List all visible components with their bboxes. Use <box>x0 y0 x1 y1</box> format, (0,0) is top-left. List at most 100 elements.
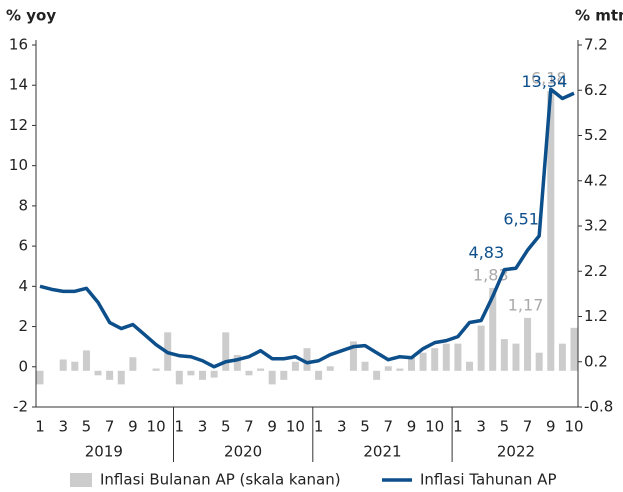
bar <box>466 361 474 371</box>
bar <box>129 357 137 371</box>
year-label: 2020 <box>224 443 262 461</box>
line <box>39 87 575 369</box>
x-tick-label: 9 <box>546 418 556 436</box>
x-tick-label: 1 <box>314 418 324 436</box>
x-tick-label: 3 <box>337 418 347 436</box>
y-tick-label: 0 <box>18 357 28 375</box>
y-tick-label: 2 <box>18 317 28 335</box>
bar <box>442 343 450 371</box>
y2-tick-label: 1.2 <box>584 307 608 325</box>
bar <box>187 370 195 376</box>
x-tick-label: 1 <box>35 418 45 436</box>
bar <box>558 343 566 371</box>
x-tick-label: 7 <box>105 418 115 436</box>
year-label: 2019 <box>85 443 123 461</box>
x-tick-label: 7 <box>383 418 393 436</box>
y2-axis-label: % mtm <box>575 7 623 25</box>
bar <box>477 325 485 371</box>
x-tick-label: 5 <box>82 418 92 436</box>
bar <box>94 370 102 376</box>
line-label: 4,83 <box>469 243 505 262</box>
bar <box>373 370 381 380</box>
line-label: 6,51 <box>503 209 539 228</box>
bar <box>291 361 299 371</box>
bar <box>36 370 44 385</box>
bar <box>361 361 369 371</box>
y-tick-label: 4 <box>18 277 28 295</box>
bar-label: 1,17 <box>508 295 544 314</box>
y2-tick-label: 4.2 <box>584 171 608 189</box>
bar <box>222 332 230 371</box>
bar <box>175 370 183 385</box>
y2-tick-label: 5.2 <box>584 126 608 144</box>
bar <box>257 368 265 371</box>
line-label: 13,34 <box>521 72 567 91</box>
bar <box>210 370 218 378</box>
bar-label: 6,18 <box>531 69 567 88</box>
y-axis-label: % yoy <box>6 7 56 25</box>
legend-label: Inflasi Tahunan AP <box>420 471 557 489</box>
legend-label: Inflasi Bulanan AP (skala kanan) <box>100 471 341 489</box>
bar <box>535 352 543 371</box>
legend-swatch <box>70 473 92 487</box>
x-tick-label: 3 <box>476 418 486 436</box>
x-tick-label: 7 <box>244 418 254 436</box>
bar <box>268 370 276 385</box>
bar <box>419 352 427 371</box>
bar <box>245 370 253 376</box>
y2-tick-label: 2.2 <box>584 262 608 280</box>
x-tick-label: 9 <box>407 418 417 436</box>
y-tick-label: 16 <box>9 36 28 54</box>
x-tick-label: 3 <box>58 418 68 436</box>
x-tick-label: 5 <box>360 418 370 436</box>
y-tick-label: -2 <box>13 398 28 416</box>
x-tick-label: 9 <box>128 418 138 436</box>
bar <box>59 359 67 371</box>
y2-tick-label: 0.2 <box>584 352 608 370</box>
x-tick-label: 5 <box>221 418 231 436</box>
y-tick-label: 10 <box>9 156 28 174</box>
bar <box>489 287 497 371</box>
year-label: 2022 <box>497 443 535 461</box>
x-tick-label: 3 <box>198 418 208 436</box>
bar <box>512 343 520 371</box>
bar <box>384 366 392 371</box>
bar <box>315 370 323 380</box>
bar <box>303 348 311 371</box>
x-tick-label: 5 <box>500 418 510 436</box>
bar <box>500 339 508 371</box>
bar <box>199 370 207 380</box>
bar <box>326 366 334 371</box>
bar <box>233 354 241 371</box>
y2-tick-label: 6.2 <box>584 81 608 99</box>
x-tick-label: 10 <box>564 418 583 436</box>
bar <box>570 327 578 371</box>
y-tick-label: 12 <box>9 116 28 134</box>
bar <box>117 370 125 385</box>
y2-tick-label: 3.2 <box>584 217 608 235</box>
bar <box>407 357 415 371</box>
bar <box>454 343 462 371</box>
x-tick-label: 10 <box>286 418 305 436</box>
x-tick-label: 1 <box>453 418 463 436</box>
bar <box>349 341 357 371</box>
bar <box>152 368 160 371</box>
y-tick-label: 14 <box>9 76 28 94</box>
bar <box>396 368 404 371</box>
bar <box>106 370 114 380</box>
x-tick-label: 10 <box>147 418 166 436</box>
bar <box>280 370 288 380</box>
year-label: 2021 <box>363 443 401 461</box>
bar <box>431 348 439 371</box>
x-tick-label: 1 <box>175 418 185 436</box>
x-tick-label: 9 <box>267 418 277 436</box>
x-tick-label: 10 <box>425 418 444 436</box>
bar <box>71 361 79 371</box>
x-tick-label: 7 <box>523 418 533 436</box>
bar <box>82 350 90 371</box>
y2-tick-label: -0.8 <box>584 398 613 416</box>
y-tick-label: 6 <box>18 237 28 255</box>
bar <box>547 91 555 371</box>
y2-tick-label: 7.2 <box>584 36 608 54</box>
